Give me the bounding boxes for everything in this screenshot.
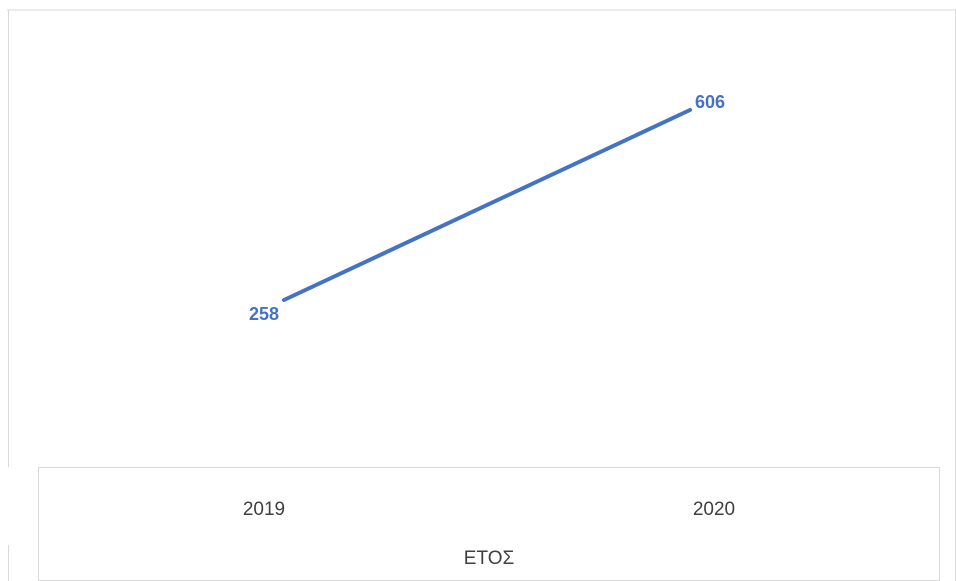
x-tick-label-2019: 2019 — [243, 499, 285, 520]
data-label-2019: 258 — [249, 304, 279, 324]
x-tick-label-2020: 2020 — [693, 499, 735, 520]
x-axis-title: ΕΤΟΣ — [464, 548, 514, 569]
data-label-2020: 606 — [695, 92, 725, 112]
series-line — [282, 108, 692, 302]
